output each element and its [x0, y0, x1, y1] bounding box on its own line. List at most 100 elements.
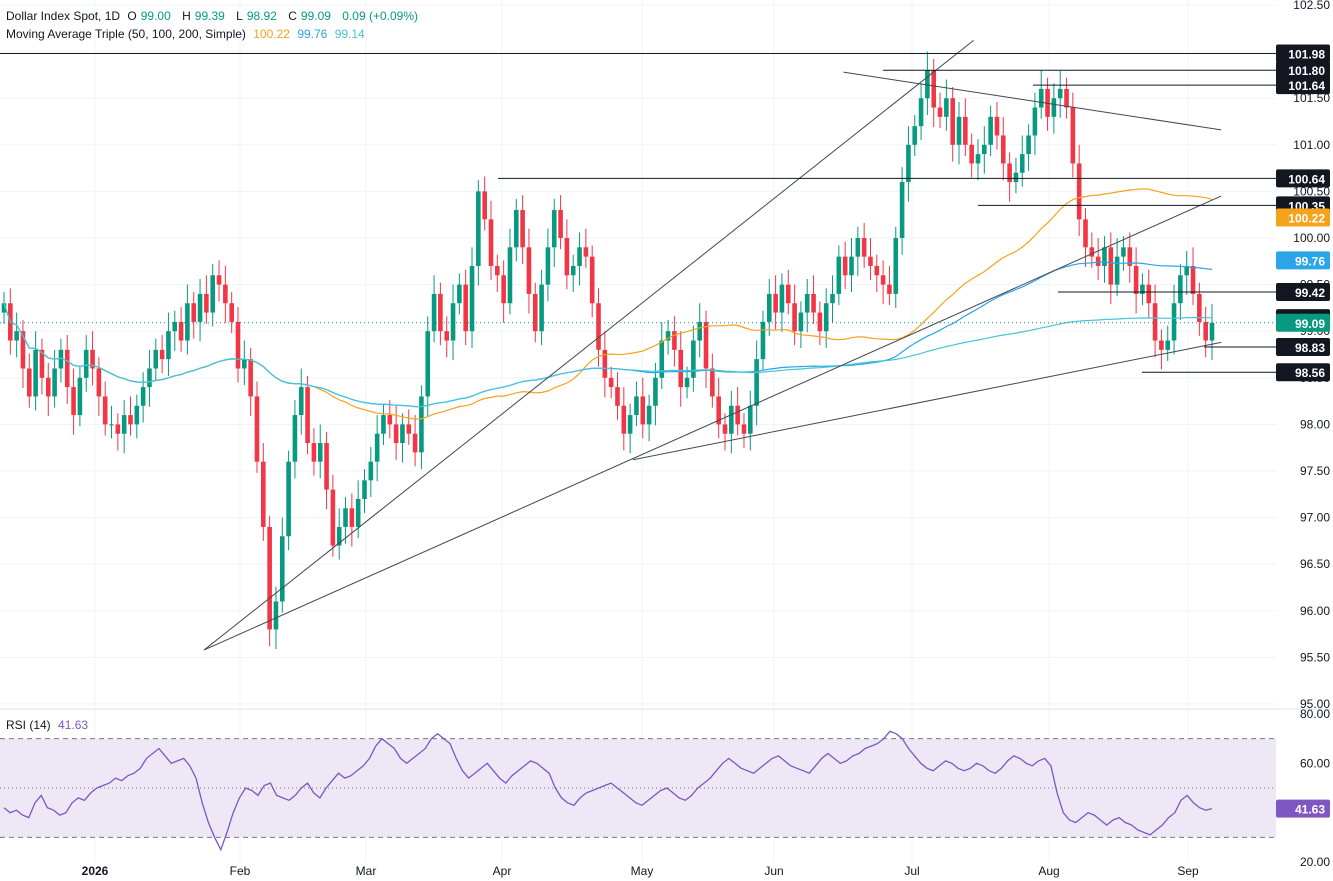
candle-body [1133, 265, 1139, 294]
candle [20, 320, 26, 389]
candle [197, 279, 203, 342]
candle-body [90, 349, 95, 369]
candle-body [710, 368, 715, 397]
candle [248, 347, 253, 417]
candle-body [368, 461, 374, 481]
candle-body [577, 247, 582, 266]
candle-body [210, 275, 216, 313]
candle-body [172, 321, 178, 332]
y-tick-label: 97.50 [1300, 464, 1330, 478]
price-label: 100.64 [1276, 169, 1330, 188]
candle-body [298, 387, 304, 416]
candle-body [906, 144, 911, 183]
candle-body [507, 247, 513, 304]
candle [286, 450, 291, 551]
candle-body [438, 293, 443, 332]
candle [1140, 273, 1145, 306]
candle [811, 275, 816, 324]
candle [393, 405, 399, 460]
price-label: 101.98 [1276, 44, 1330, 63]
candle [513, 198, 519, 262]
candle-body [14, 331, 19, 341]
candle [1159, 329, 1164, 370]
candle-body [899, 182, 905, 238]
candle [191, 292, 197, 339]
candle [760, 310, 766, 371]
candle-body [71, 387, 76, 416]
candle [83, 334, 89, 392]
candle-body [400, 424, 405, 444]
candle [621, 387, 627, 451]
x-tick-label: May [631, 864, 654, 878]
candle-body [406, 424, 412, 434]
candle [1133, 247, 1139, 314]
candle-body [754, 359, 759, 406]
candle [305, 375, 310, 455]
candle [317, 424, 323, 479]
candle [457, 273, 462, 315]
candle [868, 238, 873, 280]
candle-body [374, 433, 380, 462]
price-label: 98.83 [1276, 338, 1330, 357]
candle-body [1070, 107, 1076, 164]
candle [128, 396, 133, 436]
price-label-text: 98.83 [1295, 341, 1325, 355]
candle [1019, 135, 1025, 187]
candle [1127, 232, 1133, 283]
legend-ma-row: Moving Average Triple (50, 100, 200, Sim… [6, 27, 369, 41]
candle [937, 92, 943, 129]
candle [659, 321, 665, 389]
candle-body [589, 256, 595, 304]
candle-body [1203, 321, 1208, 341]
candle-body [823, 303, 829, 332]
legend-rsi-row: RSI (14) 41.63 [6, 718, 92, 732]
candle [185, 284, 190, 355]
candle [1197, 282, 1202, 336]
candle [463, 269, 468, 346]
candle [71, 368, 76, 435]
candle-body [956, 116, 962, 145]
price-label-bg [1276, 169, 1330, 188]
candle [45, 362, 51, 417]
candle [861, 223, 867, 268]
candle [242, 340, 247, 386]
candle-body [545, 247, 551, 285]
candle-body [159, 349, 165, 360]
candle [773, 275, 778, 330]
candle-body [305, 387, 310, 444]
candle-body [766, 293, 772, 322]
candle-body [457, 284, 462, 304]
candle-body [128, 415, 133, 425]
close-label: C [288, 9, 297, 23]
candle-body [792, 303, 797, 332]
candle-body [570, 265, 576, 276]
candle [716, 377, 721, 439]
candle [1095, 238, 1101, 280]
candle-body [773, 293, 778, 313]
candle [596, 288, 601, 367]
candle [229, 292, 234, 334]
candle [754, 340, 759, 426]
candle-body [703, 321, 709, 369]
candle [1013, 157, 1019, 194]
candle-body [760, 321, 766, 360]
y-tick-label: 96.00 [1300, 604, 1330, 618]
candle [615, 372, 620, 420]
candle [1007, 152, 1012, 202]
candle [583, 228, 589, 268]
candle [1121, 236, 1126, 271]
candle [267, 515, 272, 647]
candle-body [140, 387, 146, 406]
candle-body [1197, 293, 1202, 322]
candle [1171, 284, 1177, 355]
open-label: O [127, 9, 137, 23]
ma100-value: 99.76 [297, 27, 328, 41]
candle-body [665, 331, 671, 341]
candle-body [191, 303, 197, 322]
candle [495, 254, 500, 293]
candle [254, 381, 260, 473]
candle-body [640, 396, 646, 425]
candle [1203, 306, 1208, 358]
candle [1076, 144, 1082, 237]
